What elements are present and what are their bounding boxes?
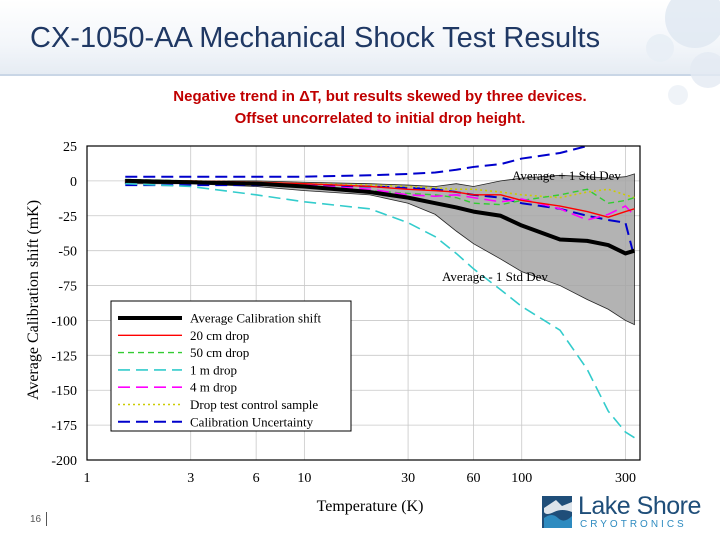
legend-box (110, 300, 352, 432)
x-tick-label: 100 (511, 471, 532, 486)
series-lines (125, 146, 636, 439)
x-tick-label: 10 (297, 471, 311, 486)
x-tick-label: 60 (467, 471, 481, 486)
legend-label: 1 m drop (190, 362, 237, 377)
logo-wordmark: Lake Shore (578, 492, 701, 520)
plot-frame (86, 145, 641, 461)
y-tick-label: -175 (51, 419, 77, 434)
page-number: 16 (30, 514, 42, 525)
y-tick-label: -50 (58, 245, 77, 260)
legend-label: 4 m drop (190, 380, 237, 395)
legend-label: Drop test control sample (190, 397, 318, 412)
decorative-bubbles (646, 0, 720, 105)
subtitle-line-1: Negative trend in ΔT, but results skewed… (173, 88, 587, 105)
slide-title: CX-1050-AA Mechanical Shock Test Results (30, 22, 601, 54)
lake-shore-logo-icon (542, 496, 572, 528)
y-tick-label: -100 (51, 314, 77, 329)
header-band (0, 0, 720, 74)
legend-label: 20 cm drop (190, 328, 249, 343)
y-tick-label: -75 (58, 280, 77, 295)
legend-label: Calibration Uncertainty (190, 414, 314, 429)
annotation-lower: Average - 1 Std Dev (442, 269, 548, 284)
x-tick-label: 300 (615, 471, 636, 486)
y-tick-label: -125 (51, 349, 77, 364)
x-tick-labels: 1 3 6 10 30 60 100 300 (84, 471, 636, 486)
x-tick-label: 6 (253, 471, 260, 486)
series-line-3 (125, 182, 635, 439)
legend-label: Average Calibration shift (190, 311, 322, 326)
x-axis-label: Temperature (K) (317, 498, 424, 515)
page-number-divider (46, 512, 47, 526)
y-tick-label: -25 (58, 210, 77, 225)
series-line-0 (125, 178, 636, 256)
legend-label: 50 cm drop (190, 345, 249, 360)
annotation-upper: Average + 1 Std Dev (512, 168, 621, 183)
legend: Average Calibration shift 20 cm drop 50 cm… (110, 300, 352, 432)
y-tick-label: -200 (51, 454, 77, 469)
series-line-6 (125, 146, 593, 178)
y-axis-label: Average Calibration shift (mK) (25, 200, 42, 400)
y-tick-label: 25 (63, 140, 77, 155)
series-line-1 (125, 180, 635, 218)
std-dev-band (124, 173, 635, 326)
logo-tagline: CRYOTRONICS (580, 519, 687, 530)
y-tick-label: -150 (51, 384, 77, 399)
x-tick-label: 3 (187, 471, 194, 486)
subtitle-line-2: Offset uncorrelated to initial drop heig… (234, 110, 526, 127)
std-dev-band-area (124, 173, 635, 326)
y-tick-labels: 25 0 -25 -50 -75 -100 -125 -150 -175 -200 (51, 140, 77, 469)
x-tick-label: 30 (401, 471, 415, 486)
header-rule (0, 74, 720, 76)
lake-shore-logo: Lake Shore CRYOTRONICS (540, 492, 710, 534)
y-tick-label: 0 (70, 175, 77, 190)
x-tick-label: 1 (84, 471, 91, 486)
